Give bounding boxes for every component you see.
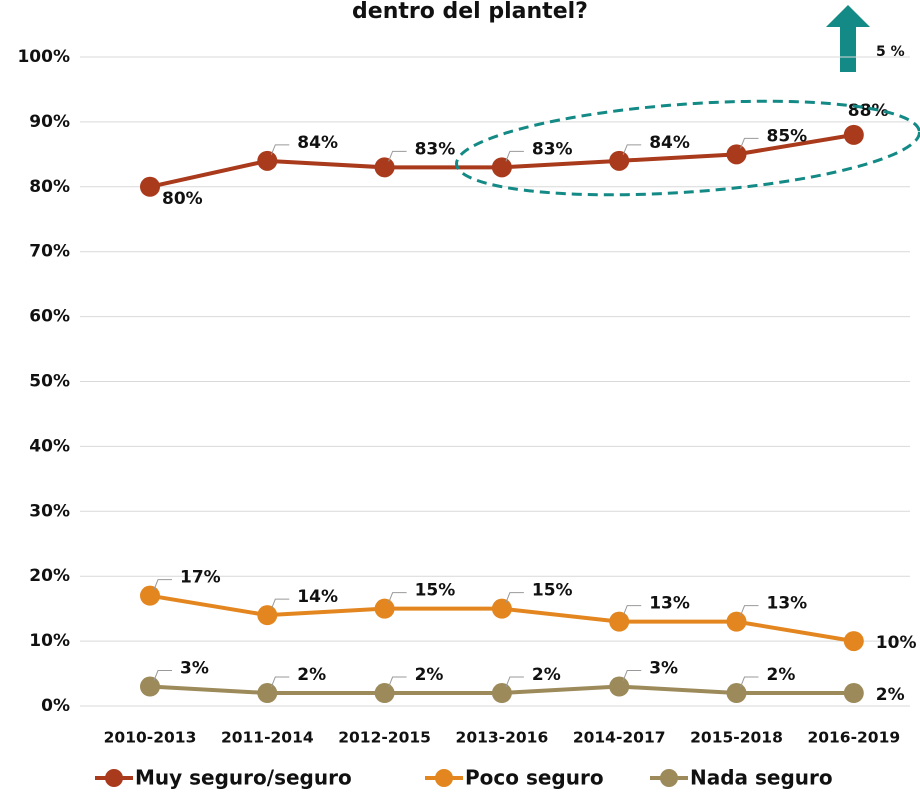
data-label: 13% bbox=[649, 594, 690, 614]
leader-line bbox=[505, 676, 524, 688]
legend-marker bbox=[435, 769, 453, 787]
leader-line bbox=[740, 676, 759, 688]
legend-label: Poco seguro bbox=[465, 766, 604, 790]
y-tick-label: 20% bbox=[29, 566, 70, 586]
point bbox=[140, 585, 160, 606]
data-label: 3% bbox=[180, 659, 209, 679]
leader-line bbox=[622, 670, 642, 681]
x-tick-label: 2013-2016 bbox=[456, 729, 549, 747]
point bbox=[726, 144, 747, 165]
data-label: 14% bbox=[297, 587, 338, 607]
leader-line bbox=[505, 592, 524, 603]
point bbox=[609, 676, 630, 697]
y-tick-label: 10% bbox=[29, 631, 70, 651]
leader-line bbox=[270, 598, 290, 610]
point bbox=[843, 683, 864, 704]
data-label: 88% bbox=[848, 101, 889, 121]
point bbox=[843, 124, 864, 145]
y-tick-label: 0% bbox=[41, 696, 70, 716]
trend-arrow bbox=[826, 5, 870, 72]
point bbox=[257, 683, 278, 704]
data-label: 10% bbox=[876, 633, 917, 653]
y-tick-label: 90% bbox=[29, 112, 70, 132]
data-label: 85% bbox=[767, 126, 808, 146]
data-label: 80% bbox=[162, 189, 203, 209]
point bbox=[609, 611, 630, 632]
y-tick-label: 100% bbox=[17, 47, 70, 67]
leader-line bbox=[622, 144, 642, 156]
data-label: 15% bbox=[532, 581, 573, 601]
data-label: 17% bbox=[180, 568, 221, 588]
leader-line bbox=[270, 144, 290, 156]
point bbox=[609, 150, 630, 171]
point bbox=[726, 683, 747, 704]
legend-marker bbox=[660, 769, 678, 787]
point bbox=[843, 631, 864, 652]
x-tick-label: 2011-2014 bbox=[221, 729, 314, 747]
y-tick-label: 30% bbox=[29, 501, 70, 521]
point bbox=[374, 598, 395, 619]
leader-line bbox=[153, 670, 172, 681]
leader-line bbox=[622, 605, 642, 616]
leader-line bbox=[388, 592, 407, 603]
chart-title: dentro del plantel? bbox=[352, 0, 588, 24]
point bbox=[257, 150, 278, 171]
y-tick-label: 50% bbox=[29, 372, 70, 392]
leader-line bbox=[740, 605, 759, 616]
leader-line bbox=[153, 579, 172, 590]
data-label: 2% bbox=[767, 665, 796, 685]
point bbox=[140, 676, 160, 697]
legend-label: Nada seguro bbox=[690, 766, 833, 790]
x-tick-label: 2015-2018 bbox=[690, 729, 783, 747]
y-tick-label: 40% bbox=[29, 436, 70, 456]
legend-marker bbox=[105, 769, 123, 787]
data-label: 2% bbox=[532, 665, 561, 685]
data-label: 84% bbox=[297, 133, 338, 153]
point bbox=[726, 611, 747, 632]
leader-line bbox=[505, 150, 524, 162]
data-label: 3% bbox=[649, 659, 678, 679]
x-tick-label: 2014-2017 bbox=[573, 729, 666, 747]
data-label: 83% bbox=[415, 139, 456, 159]
legend-label: Muy seguro/seguro bbox=[135, 766, 352, 790]
annotation: 5 % bbox=[876, 44, 905, 60]
leader-line bbox=[740, 137, 759, 149]
leader-line bbox=[388, 676, 407, 688]
data-label: 84% bbox=[649, 133, 690, 153]
point bbox=[491, 157, 512, 178]
data-label: 2% bbox=[415, 665, 444, 685]
y-tick-label: 80% bbox=[29, 177, 70, 197]
leader-line bbox=[270, 676, 290, 688]
leader-line bbox=[388, 150, 407, 162]
y-tick-label: 70% bbox=[29, 242, 70, 262]
point bbox=[140, 176, 160, 197]
x-tick-label: 2016-2019 bbox=[807, 729, 900, 747]
data-label: 2% bbox=[876, 685, 905, 705]
point bbox=[257, 605, 278, 626]
point bbox=[491, 598, 512, 619]
x-tick-label: 2010-2013 bbox=[104, 729, 197, 747]
data-label: 83% bbox=[532, 139, 573, 159]
data-label: 15% bbox=[415, 581, 456, 601]
point bbox=[374, 683, 395, 704]
point bbox=[374, 157, 395, 178]
data-label: 2% bbox=[297, 665, 326, 685]
highlight-ellipse bbox=[455, 99, 920, 197]
y-tick-label: 60% bbox=[29, 307, 70, 327]
point bbox=[491, 683, 512, 704]
x-tick-label: 2012-2015 bbox=[338, 729, 431, 747]
data-label: 13% bbox=[767, 594, 808, 614]
